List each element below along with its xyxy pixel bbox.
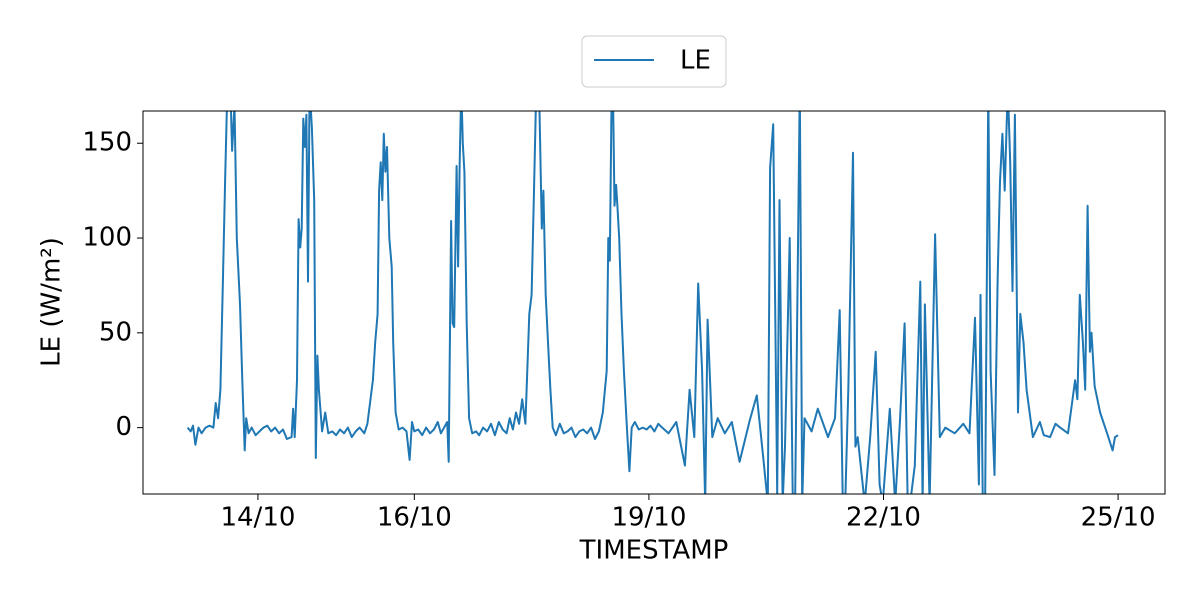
plot-frame [142, 110, 1166, 495]
data-line [186, 111, 1119, 494]
x-tick-label: 16/10 [377, 503, 452, 533]
y-axis-label: LE (W/m²) [37, 237, 67, 367]
x-tick-label: 22/10 [846, 503, 921, 533]
x-tick-label: 25/10 [1081, 503, 1156, 533]
legend-box [581, 35, 727, 88]
y-tick-label: 0 [115, 412, 132, 442]
x-tick-label: 19/10 [611, 503, 686, 533]
x-axis-label: TIMESTAMP [579, 536, 729, 566]
y-tick-label: 150 [82, 128, 132, 158]
legend-label: LE [680, 46, 711, 76]
x-tick-label: 14/10 [220, 503, 295, 533]
y-tick-label: 50 [99, 317, 132, 347]
y-tick-label: 100 [82, 223, 132, 253]
